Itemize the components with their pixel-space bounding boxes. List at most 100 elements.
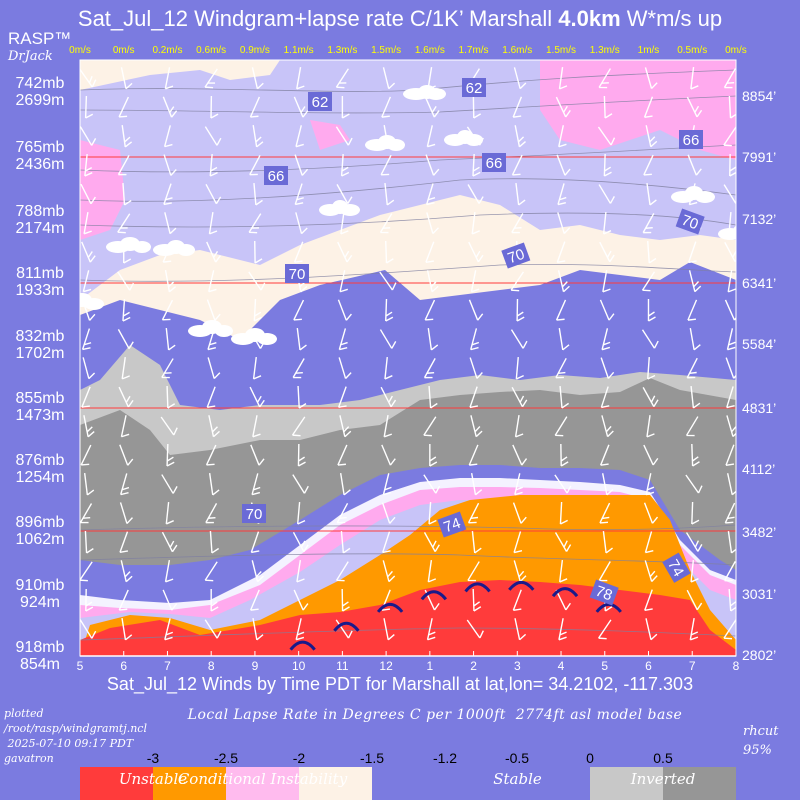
contour-label-text: 74 — [664, 557, 687, 580]
wind-barb — [728, 95, 736, 119]
wind-barb — [470, 473, 483, 496]
wind-barb — [470, 270, 480, 293]
x-tick-label: 8 — [207, 659, 215, 673]
wind-barb — [118, 386, 134, 408]
legend-label: Conditional Instability — [177, 770, 348, 788]
wind-barb — [120, 415, 130, 438]
pressure-level: 788mb — [15, 203, 65, 220]
wind-barb — [727, 531, 736, 554]
wind-barb — [512, 444, 528, 466]
left-axis-label: 765mb 2436m — [2, 139, 78, 173]
wind-barb — [120, 67, 133, 90]
pressure-level: 855mb — [15, 390, 65, 407]
wstar-label: 0.5m/s — [677, 45, 708, 56]
wind-barb — [248, 271, 266, 291]
contour-label-text: 70 — [679, 212, 700, 234]
pressure-level: 910mb — [15, 577, 65, 594]
left-axis-label: 918mb 854m — [2, 639, 78, 673]
legend-label: Stable — [493, 770, 542, 788]
level-lines — [80, 156, 736, 532]
cloud-icon — [365, 135, 405, 151]
cloud-icon — [671, 186, 715, 203]
contour-label-text: 66 — [486, 155, 503, 172]
wind-barb — [85, 588, 94, 612]
wind-barb — [600, 357, 615, 379]
cloud-icons — [80, 85, 736, 345]
wind-barb — [297, 443, 306, 467]
wind-barb — [426, 212, 439, 235]
wind-barb — [515, 356, 524, 380]
wind-barb — [122, 182, 132, 206]
contour-label: 66 — [679, 130, 703, 149]
x-tick-label: 12 — [379, 659, 393, 673]
wind-barb — [601, 328, 611, 351]
wind-barb — [601, 415, 614, 438]
wind-barb — [511, 154, 523, 176]
wind-barb — [380, 386, 397, 408]
altitude-feet: 8854’ — [742, 88, 777, 104]
wind-barb — [724, 502, 736, 524]
wind-barb — [382, 473, 392, 496]
wind-barb — [510, 329, 528, 349]
wind-barb — [204, 68, 218, 89]
magenta-left-area — [80, 140, 125, 240]
wind-barb — [296, 327, 307, 351]
wind-barb — [382, 531, 391, 554]
wind-barb — [555, 357, 567, 379]
wind-barb — [467, 184, 484, 204]
wind-barb — [644, 560, 658, 582]
contour-label: 70 — [501, 242, 531, 269]
wind-barb — [514, 618, 527, 641]
contour-label: 70 — [242, 504, 266, 523]
cloud-icon — [188, 320, 233, 337]
wind-barb — [162, 96, 178, 118]
wind-barb — [559, 385, 570, 409]
x-tick-label: 10 — [291, 659, 306, 673]
wind-barb — [385, 298, 394, 322]
plotted-line: /root/rasp/windgramtj.ncl — [4, 722, 147, 735]
wstar-label: 1.6m/s — [502, 45, 533, 56]
left-axis-label: 811mb 1933m — [2, 265, 78, 299]
wind-barb — [336, 502, 349, 524]
contour-label-text: 62 — [312, 94, 329, 111]
wind-barb — [119, 531, 129, 554]
altitude-feet: 3031’ — [742, 586, 777, 602]
wind-barb — [335, 619, 353, 639]
cloud-icon — [106, 237, 151, 253]
thermal-marker — [333, 621, 360, 632]
wstar-label: 0.6m/s — [196, 45, 227, 56]
wind-barb — [381, 502, 396, 524]
wind-barb — [647, 240, 657, 264]
legend-scale-value: -0.5 — [504, 750, 530, 766]
contour-label-text: 70 — [289, 266, 306, 283]
pressure-level: 896mb — [15, 514, 65, 531]
wind-barb — [598, 619, 612, 640]
wind-barb — [602, 270, 611, 293]
x-tick-label: 5 — [601, 659, 609, 673]
wind-barb — [383, 415, 393, 438]
wind-barb — [204, 126, 222, 146]
wind-barb — [208, 473, 220, 496]
wind-barb — [293, 96, 309, 118]
wind-barb — [340, 153, 350, 177]
wind-barb — [513, 560, 527, 583]
altitude-feet: 2802’ — [742, 647, 777, 663]
wind-barb — [423, 532, 440, 552]
wind-barb — [513, 67, 527, 90]
wstar-label: 1.3m/s — [589, 45, 620, 56]
wind-barb — [122, 298, 131, 322]
wind-barb — [558, 559, 568, 583]
legend-swatch — [299, 767, 372, 800]
legend-scale-value: 0 — [586, 750, 594, 766]
wind-barb — [511, 386, 528, 408]
wind-barb — [84, 95, 94, 119]
wind-barb — [726, 473, 736, 496]
wind-barb — [555, 299, 567, 321]
wind-barb — [554, 416, 568, 437]
contour-label-text: 70 — [505, 246, 526, 268]
wind-barb — [557, 212, 571, 234]
plotted-line: plotted — [4, 707, 44, 720]
wstar-label: 0m/s — [112, 45, 135, 56]
wind-barb — [380, 154, 392, 176]
wind-barb — [80, 68, 97, 88]
